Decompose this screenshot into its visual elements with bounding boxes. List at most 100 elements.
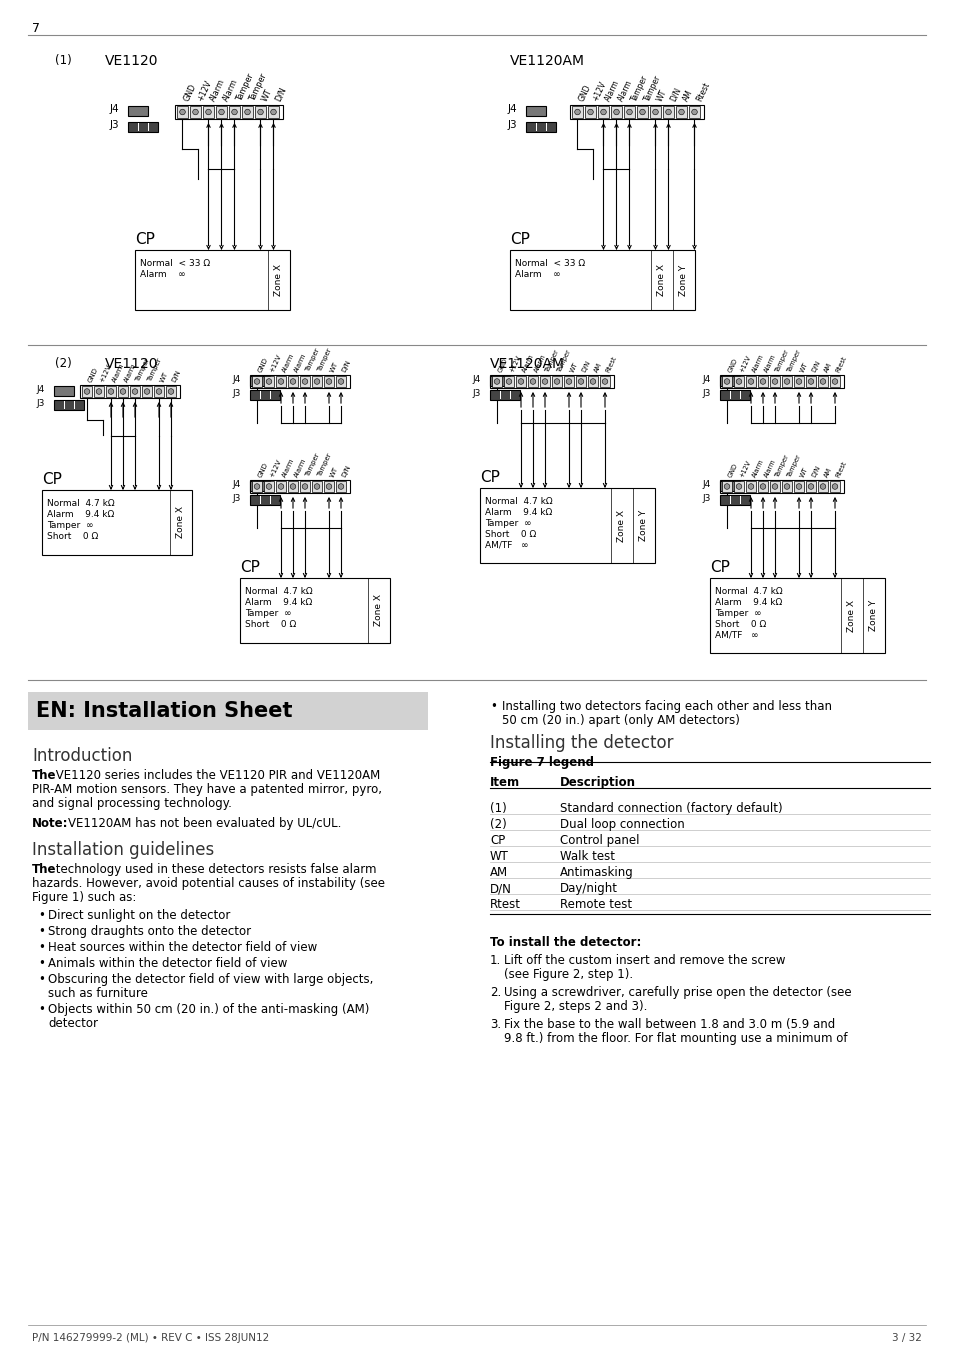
Text: D/N: D/N: [668, 86, 682, 103]
Text: Tamper: Tamper: [135, 358, 152, 383]
Text: AM: AM: [490, 865, 508, 879]
Circle shape: [665, 109, 671, 115]
Circle shape: [253, 379, 259, 385]
Bar: [720, 390, 749, 400]
Circle shape: [290, 379, 295, 385]
Text: 7: 7: [32, 22, 40, 35]
Text: CP: CP: [510, 232, 529, 247]
Text: Alarm: Alarm: [750, 352, 764, 373]
Bar: [270, 495, 271, 504]
Circle shape: [206, 109, 211, 115]
Bar: [288, 481, 297, 491]
Text: AM: AM: [593, 362, 602, 373]
Circle shape: [796, 379, 801, 385]
Text: AM: AM: [822, 362, 832, 373]
Bar: [490, 375, 614, 387]
Circle shape: [554, 379, 559, 385]
Text: Alarm: Alarm: [750, 458, 764, 478]
Text: Normal  4.7 kΩ: Normal 4.7 kΩ: [245, 587, 313, 595]
Text: +12V: +12V: [590, 80, 607, 103]
Text: Figure 1) such as:: Figure 1) such as:: [32, 891, 136, 904]
Text: Rtest: Rtest: [490, 898, 520, 911]
Bar: [536, 123, 537, 131]
Text: J4: J4: [701, 481, 709, 489]
Text: Installation guidelines: Installation guidelines: [32, 841, 214, 859]
Bar: [118, 386, 128, 397]
Text: AM: AM: [680, 89, 694, 103]
Text: Normal  < 33 Ω: Normal < 33 Ω: [140, 259, 210, 269]
Bar: [490, 377, 510, 386]
Text: Tamper: Tamper: [786, 454, 802, 478]
Text: GND: GND: [497, 356, 508, 373]
Circle shape: [747, 483, 753, 489]
Circle shape: [747, 379, 753, 385]
Text: detector: detector: [48, 1017, 98, 1030]
Text: Alarm    ∞: Alarm ∞: [515, 270, 560, 279]
Circle shape: [266, 483, 272, 489]
Bar: [250, 481, 350, 493]
Circle shape: [506, 379, 511, 385]
Text: Strong draughts onto the detector: Strong draughts onto the detector: [48, 925, 251, 938]
Text: 9.8 ft.) from the floor. For flat mounting use a minimum of: 9.8 ft.) from the floor. For flat mounti…: [503, 1031, 846, 1045]
Bar: [74, 401, 75, 409]
Bar: [525, 107, 545, 116]
Bar: [729, 392, 730, 400]
Circle shape: [587, 109, 593, 115]
Circle shape: [639, 109, 644, 115]
Bar: [270, 392, 271, 400]
Text: Tamper: Tamper: [147, 358, 163, 383]
Bar: [130, 386, 140, 397]
Text: Installing two detectors facing each other and less than: Installing two detectors facing each oth…: [501, 701, 831, 713]
Bar: [148, 123, 149, 131]
Text: Normal  4.7 kΩ: Normal 4.7 kΩ: [714, 587, 781, 595]
Text: CP: CP: [709, 560, 729, 575]
Bar: [166, 386, 175, 397]
Bar: [758, 377, 767, 387]
Text: Tamper  ∞: Tamper ∞: [714, 609, 760, 618]
Text: Short    0 Ω: Short 0 Ω: [484, 531, 536, 539]
Text: Description: Description: [559, 776, 636, 788]
Text: Zone Y: Zone Y: [639, 510, 648, 541]
Text: Tamper: Tamper: [544, 348, 560, 373]
Text: Direct sunlight on the detector: Direct sunlight on the detector: [48, 909, 230, 922]
Text: Figure 7 legend: Figure 7 legend: [490, 756, 594, 770]
Text: (1): (1): [55, 54, 71, 68]
Text: WT: WT: [568, 360, 578, 373]
Text: Introduction: Introduction: [32, 747, 132, 765]
Bar: [250, 375, 350, 387]
Bar: [260, 495, 261, 504]
Bar: [250, 390, 280, 400]
Text: Alarm: Alarm: [603, 78, 620, 103]
Bar: [203, 107, 213, 117]
Text: +12V: +12V: [509, 354, 521, 373]
Bar: [268, 107, 278, 117]
Bar: [769, 481, 780, 491]
Text: Antimasking: Antimasking: [559, 865, 633, 879]
Text: (1): (1): [490, 802, 506, 815]
Text: D/N: D/N: [810, 359, 821, 373]
Bar: [569, 105, 703, 119]
Text: Objects within 50 cm (20 in.) of the anti-masking (AM): Objects within 50 cm (20 in.) of the ant…: [48, 1003, 369, 1017]
Text: Alarm    ∞: Alarm ∞: [140, 270, 186, 279]
Text: J3: J3: [110, 120, 119, 130]
Bar: [138, 123, 139, 131]
Circle shape: [120, 389, 126, 394]
Text: VE1120AM has not been evaluated by UL/cUL.: VE1120AM has not been evaluated by UL/cU…: [68, 817, 341, 830]
Text: Heat sources within the detector field of view: Heat sources within the detector field o…: [48, 941, 317, 954]
Circle shape: [84, 389, 90, 394]
Text: J3: J3: [232, 494, 240, 504]
Circle shape: [691, 109, 697, 115]
Text: WT: WT: [799, 360, 808, 373]
Text: Tamper: Tamper: [641, 74, 662, 103]
Text: Tamper: Tamper: [774, 454, 790, 478]
Circle shape: [314, 379, 319, 385]
Bar: [510, 250, 695, 310]
Text: Alarm: Alarm: [281, 352, 294, 373]
Bar: [492, 377, 501, 387]
Bar: [252, 481, 262, 491]
Text: GND: GND: [577, 84, 593, 103]
Bar: [135, 250, 290, 310]
Bar: [54, 386, 74, 396]
Bar: [503, 377, 514, 387]
Text: WT: WT: [329, 466, 338, 478]
